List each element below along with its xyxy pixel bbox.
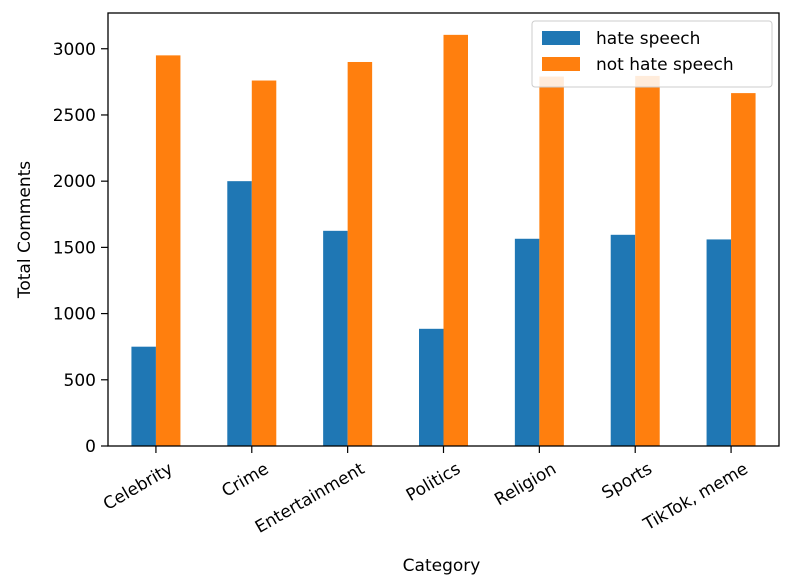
- bar-not-hate-speech-celebrity: [155, 55, 181, 447]
- y-tick-label: 1500: [53, 238, 96, 258]
- bar-hate-speech-sports: [610, 234, 636, 446]
- y-tick-label: 2000: [53, 172, 96, 192]
- bar-hate-speech-religion: [514, 238, 540, 446]
- x-tick-label: Entertainment: [252, 459, 369, 538]
- y-tick-label: 2500: [53, 106, 96, 126]
- x-tick-label: Religion: [491, 459, 560, 510]
- bar-not-hate-speech-politics: [443, 34, 468, 446]
- legend-frame: [531, 20, 773, 88]
- bar-hate-speech-celebrity: [131, 346, 156, 446]
- y-axis: 0 500 1000 1500 2000 2500 3000: [53, 40, 108, 457]
- y-tick-label: 3000: [53, 40, 96, 60]
- bar-not-hate-speech-religion: [539, 76, 564, 446]
- y-tick-label: 0: [85, 437, 96, 457]
- bar-hate-speech-entertainment: [323, 230, 348, 446]
- bar-not-hate-speech-tiktok-meme: [731, 93, 756, 447]
- bar-not-hate-speech-entertainment: [347, 61, 373, 447]
- legend-swatch-hate-speech: [542, 31, 580, 45]
- x-tick-label: TikTok, meme: [639, 459, 751, 535]
- legend-label-hate-speech: hate speech: [596, 29, 700, 49]
- x-tick-label: Celebrity: [100, 459, 176, 515]
- y-axis-label: Total Comments: [15, 161, 35, 299]
- x-tick-label: Crime: [218, 459, 272, 502]
- bars-layer: [131, 34, 756, 447]
- bar-hate-speech-tiktok-meme: [706, 239, 732, 446]
- x-tick-label: Politics: [403, 459, 464, 506]
- bar-not-hate-speech-sports: [635, 75, 660, 447]
- bar-not-hate-speech-crime: [251, 80, 277, 446]
- legend-swatch-not-hate-speech: [542, 57, 580, 71]
- legend-label-not-hate-speech: not hate speech: [596, 55, 734, 75]
- y-tick-label: 1000: [53, 305, 96, 325]
- legend: hate speech not hate speech: [531, 20, 773, 88]
- x-tick-label: Sports: [599, 459, 656, 504]
- y-tick-label: 500: [64, 371, 96, 391]
- x-axis-label: Category: [403, 556, 481, 576]
- bar-hate-speech-politics: [419, 328, 444, 446]
- bar-hate-speech-crime: [227, 181, 252, 447]
